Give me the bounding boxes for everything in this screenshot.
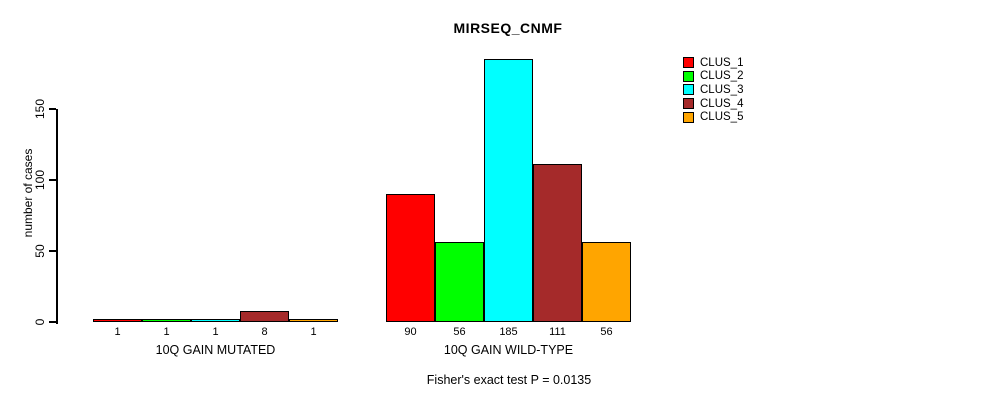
bar-value-label: 56 (453, 326, 466, 338)
bar-value-label: 1 (212, 326, 219, 338)
fisher-test-annotation: Fisher's exact test P = 0.0135 (426, 373, 592, 387)
y-tick (49, 250, 56, 252)
bar-clus_1 (386, 194, 435, 322)
legend-label: CLUS_5 (700, 111, 744, 124)
legend-swatch-icon (683, 57, 694, 69)
legend-label: CLUS_1 (700, 56, 744, 69)
y-axis-line (56, 109, 58, 324)
y-tick (49, 321, 56, 323)
legend-item: CLUS_3 (683, 83, 743, 97)
legend-item: CLUS_1 (683, 56, 743, 70)
x-group-label: 10Q GAIN WILD-TYPE (443, 343, 574, 357)
bar-clus_5 (289, 319, 338, 322)
legend-label: CLUS_2 (700, 70, 744, 83)
bar-clus_1 (93, 319, 142, 322)
legend-label: CLUS_3 (700, 83, 744, 96)
bar-value-label: 8 (261, 326, 268, 338)
y-tick-label: 0 (33, 318, 47, 326)
bar-clus_3 (484, 59, 533, 322)
bar-clus_5 (582, 242, 631, 322)
bar-clus_3 (191, 319, 240, 322)
chart-title: MIRSEQ_CNMF (453, 20, 563, 36)
bar-value-label: 1 (163, 326, 170, 338)
bar-value-label: 185 (499, 326, 518, 338)
bar-value-label: 90 (404, 326, 417, 338)
legend-swatch-icon (683, 84, 694, 96)
bar-value-label: 111 (549, 326, 566, 338)
y-tick-label: 100 (33, 169, 47, 191)
legend-label: CLUS_4 (700, 97, 744, 110)
y-tick (49, 179, 56, 181)
y-tick-label: 50 (33, 244, 47, 258)
x-group-label: 10Q GAIN MUTATED (155, 343, 276, 357)
legend-swatch-icon (683, 70, 694, 82)
legend-swatch-icon (683, 98, 694, 110)
bar-clus_2 (142, 319, 191, 322)
y-tick-label: 150 (33, 98, 47, 120)
bar-value-label: 1 (310, 326, 317, 338)
bar-clus_2 (435, 242, 484, 322)
legend-item: CLUS_5 (683, 110, 743, 124)
legend-swatch-icon (683, 111, 694, 123)
bar-value-label: 56 (600, 326, 613, 338)
y-tick (49, 108, 56, 110)
legend: CLUS_1 CLUS_2 CLUS_3 CLUS_4 CLUS_5 (683, 56, 743, 124)
legend-item: CLUS_2 (683, 70, 743, 84)
legend-item: CLUS_4 (683, 97, 743, 111)
bar-clus_4 (533, 164, 582, 322)
bar-clus_4 (240, 310, 289, 322)
bar-value-label: 1 (114, 326, 121, 338)
